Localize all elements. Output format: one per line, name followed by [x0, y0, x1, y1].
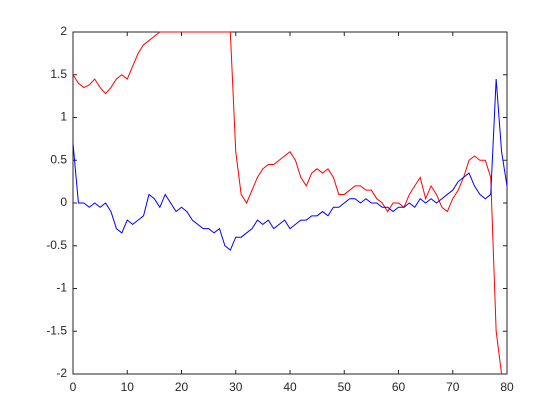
y-tick-label: 1.5 [50, 67, 67, 81]
y-tick-label: 1 [60, 110, 67, 124]
x-tick-label: 20 [175, 380, 189, 394]
x-tick-label: 30 [229, 380, 243, 394]
x-tick-label: 40 [283, 380, 297, 394]
x-tick-label: 10 [121, 380, 135, 394]
y-tick-label: 2 [60, 24, 67, 38]
data-line [72, 78, 508, 251]
y-tick-label: 0.5 [50, 152, 67, 166]
data-line [72, 31, 503, 375]
x-tick-label: 80 [500, 380, 514, 394]
y-tick-label: -2 [56, 366, 67, 380]
x-tick-label: 0 [70, 380, 77, 394]
y-tick-label: -0.5 [46, 238, 67, 252]
y-tick-label: 0 [60, 195, 67, 209]
x-tick-label: 70 [446, 380, 460, 394]
x-tick-label: 60 [392, 380, 406, 394]
plot-box [72, 31, 508, 375]
y-tick-label: -1 [56, 281, 67, 295]
x-tick-label: 50 [338, 380, 352, 394]
y-tick-label: -1.5 [46, 323, 67, 337]
